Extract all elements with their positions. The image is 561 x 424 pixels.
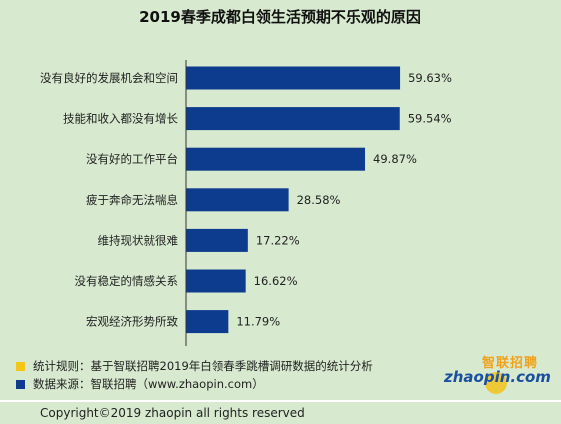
statistics-rule-text: 统计规则：基于智联招聘2019年白领春季跳槽调研数据的统计分析 xyxy=(33,359,373,373)
category-label: 宏观经济形势所致 xyxy=(86,315,178,329)
data-label: 28.58% xyxy=(297,193,341,207)
bar xyxy=(186,147,366,171)
statistics-rule-note: 统计规则：基于智联招聘2019年白领春季跳槽调研数据的统计分析 xyxy=(16,358,373,374)
bar xyxy=(186,66,401,90)
data-source-note: 数据来源：智联招聘（www.zhaopin.com） xyxy=(16,376,264,392)
bar xyxy=(186,188,289,212)
data-label: 59.54% xyxy=(408,112,452,126)
data-label: 11.79% xyxy=(236,315,280,329)
copyright-text: Copyright©2019 zhaopin all rights reserv… xyxy=(40,406,305,420)
bar xyxy=(186,228,248,252)
copyright-footer: Copyright©2019 zhaopin all rights reserv… xyxy=(0,400,561,424)
data-label: 17.22% xyxy=(256,233,300,247)
data-label: 16.62% xyxy=(254,274,298,288)
category-label: 没有良好的发展机会和空间 xyxy=(40,71,178,85)
chart-title: 2019春季成都白领生活预期不乐观的原因 xyxy=(139,8,421,26)
bar xyxy=(186,269,246,293)
category-label: 维持现状就很难 xyxy=(98,233,179,247)
category-label: 技能和收入都没有增长 xyxy=(63,112,178,126)
category-label: 没有好的工作平台 xyxy=(86,152,178,166)
logo-chinese-text: 智联招聘 xyxy=(482,356,539,371)
category-label: 疲于奔命无法喘息 xyxy=(86,193,178,207)
category-label: 没有稳定的情感关系 xyxy=(75,274,179,288)
data-label: 49.87% xyxy=(373,152,417,166)
blue-square-icon xyxy=(16,379,25,389)
bar xyxy=(186,107,400,131)
yellow-square-icon xyxy=(16,361,25,371)
logo-english-text: zhaopin.com xyxy=(444,368,551,386)
bar-chart: 2019春季成都白领生活预期不乐观的原因 没有良好的发展机会和空间 59.63% 技… xyxy=(40,8,452,346)
chart-frame: 2019春季成都白领生活预期不乐观的原因 没有良好的发展机会和空间 59.63% 技… xyxy=(40,8,452,346)
bar xyxy=(186,310,229,334)
data-label: 59.63% xyxy=(408,71,452,85)
zhaopin-logo: 智联招聘 zhaopin.com xyxy=(438,352,551,398)
data-source-text: 数据来源：智联招聘（www.zhaopin.com） xyxy=(33,377,264,391)
